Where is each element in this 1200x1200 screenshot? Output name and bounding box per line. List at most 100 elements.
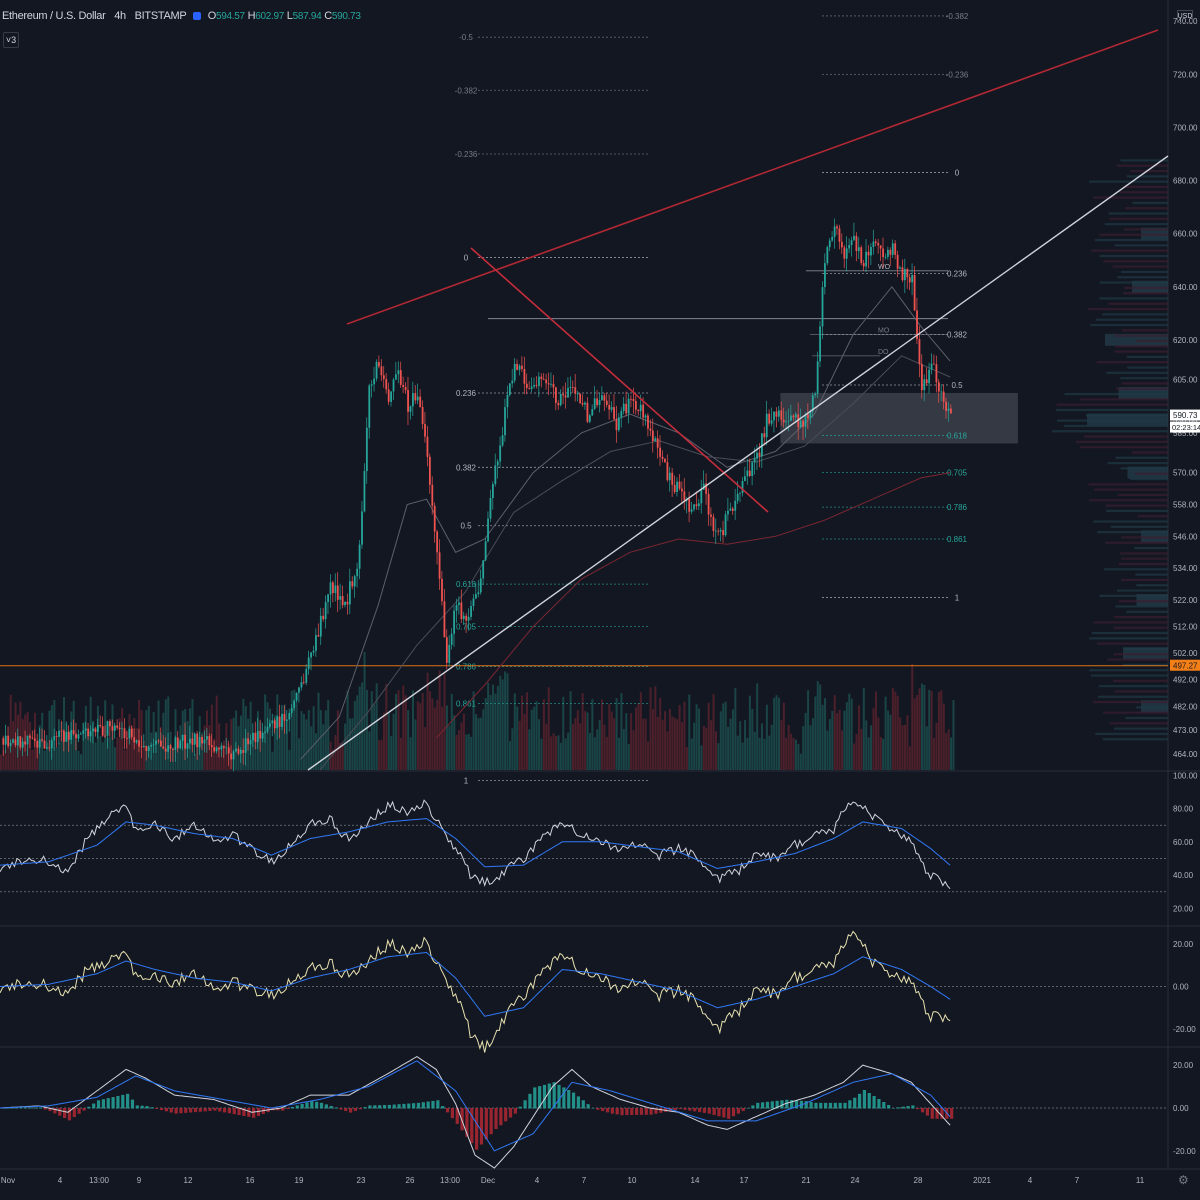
volume-bar	[315, 733, 318, 770]
volume-bar	[654, 686, 657, 770]
histogram-bar	[751, 1105, 755, 1109]
level-tag: DO	[878, 349, 889, 356]
volume-profile-bar	[1131, 451, 1168, 454]
histogram-bar	[87, 1106, 91, 1109]
gear-icon[interactable]: ⚙	[1178, 1173, 1189, 1187]
y-tick-label: 534.00	[1173, 564, 1198, 573]
volume-profile-bar	[1108, 302, 1168, 305]
x-tick-label: 2021	[973, 1176, 991, 1185]
candle-body	[373, 378, 376, 385]
volume-profile-bar	[1116, 589, 1168, 592]
volume-bar	[392, 713, 395, 770]
histogram-bar	[562, 1087, 566, 1109]
indicator-y-tick: 20.00	[1173, 940, 1194, 949]
volume-bar	[625, 713, 628, 770]
indicator-collapse-button[interactable]: ˅ 3	[3, 32, 19, 48]
volume-profile-bar	[1126, 175, 1168, 178]
histogram-bar	[421, 1102, 425, 1109]
fib-level-label: 0.861	[456, 700, 477, 709]
volume-profile-bar	[1115, 456, 1168, 459]
histogram-bar	[382, 1105, 387, 1109]
y-tick-label: 570.00	[1173, 469, 1198, 478]
volume-bar	[819, 684, 822, 770]
high-value: 602.97	[255, 11, 285, 22]
histogram-bar	[925, 1108, 930, 1116]
candle-body	[399, 370, 402, 385]
candle-body	[142, 745, 145, 748]
candle-body	[419, 396, 422, 407]
volume-profile-bar	[1093, 196, 1168, 199]
volume-bar	[426, 672, 429, 770]
moving-average-line	[319, 355, 951, 771]
candle-body	[438, 552, 441, 579]
histogram-bar	[189, 1108, 193, 1113]
histogram-bar	[862, 1090, 867, 1109]
volume-bar	[106, 737, 109, 770]
volume-profile-bar	[1090, 323, 1168, 327]
candle-body	[688, 499, 691, 512]
candle-body	[123, 728, 126, 739]
candle-body	[620, 410, 623, 418]
volume-bar	[513, 693, 516, 770]
volume-bar	[414, 719, 417, 770]
volume-profile-bar	[1116, 164, 1168, 167]
volume-bar	[734, 688, 737, 770]
candle-body	[678, 481, 681, 489]
histogram-bar	[571, 1092, 576, 1109]
interval-label[interactable]: 4h	[114, 10, 126, 22]
volume-bar	[889, 714, 892, 770]
candle-body	[828, 240, 831, 248]
candle-body	[596, 398, 599, 406]
histogram-bar	[494, 1108, 498, 1130]
histogram-bar	[596, 1108, 600, 1110]
volume-bar	[763, 738, 766, 770]
volume-bar	[918, 688, 921, 770]
volume-bar	[748, 695, 751, 770]
histogram-bar	[896, 1107, 900, 1109]
histogram-bar	[412, 1103, 416, 1109]
volume-bar	[690, 738, 693, 770]
candle-body	[576, 393, 579, 395]
volume-bar	[872, 708, 875, 770]
symbol-name[interactable]: Ethereum / U.S. Dollar	[2, 10, 106, 22]
volume-bar	[843, 710, 846, 770]
volume-bar	[831, 710, 834, 770]
volume-profile-bar	[1089, 637, 1168, 640]
candle-body	[867, 251, 870, 256]
volume-bar	[814, 696, 817, 770]
volume-bar	[230, 719, 233, 770]
volume-bar	[950, 737, 953, 770]
volume-bar	[884, 696, 887, 770]
volume-bar	[288, 749, 291, 770]
volume-bar	[807, 690, 810, 770]
volume-profile-bar	[1107, 658, 1168, 661]
candle-body	[840, 241, 843, 248]
histogram-bar	[465, 1108, 469, 1137]
histogram-bar	[368, 1105, 372, 1109]
volume-bar	[588, 732, 591, 770]
indicator-y-tick: -20.00	[1173, 1025, 1196, 1034]
histogram-bar	[339, 1108, 343, 1110]
volume-bar	[899, 717, 902, 770]
volume-profile-bar	[1088, 308, 1168, 311]
candle-body	[261, 732, 264, 739]
candle-body	[642, 404, 645, 418]
volume-bar	[7, 746, 10, 770]
candle-body	[838, 228, 841, 242]
histogram-bar	[174, 1108, 178, 1114]
histogram-bar	[159, 1108, 164, 1111]
volume-bar	[94, 742, 97, 770]
indicator-y-tick: 80.00	[1173, 805, 1194, 814]
x-tick-label: 14	[691, 1176, 700, 1185]
volume-bar	[79, 754, 82, 770]
currency-badge[interactable]: USD	[1177, 10, 1193, 23]
candle-body	[227, 747, 230, 754]
volume-bar	[123, 750, 126, 770]
candle-body	[96, 724, 99, 732]
candle-body	[424, 424, 426, 437]
volume-bar	[581, 693, 584, 770]
histogram-bar	[252, 1108, 256, 1118]
volume-bar	[538, 719, 541, 770]
volume-bar	[370, 691, 373, 770]
